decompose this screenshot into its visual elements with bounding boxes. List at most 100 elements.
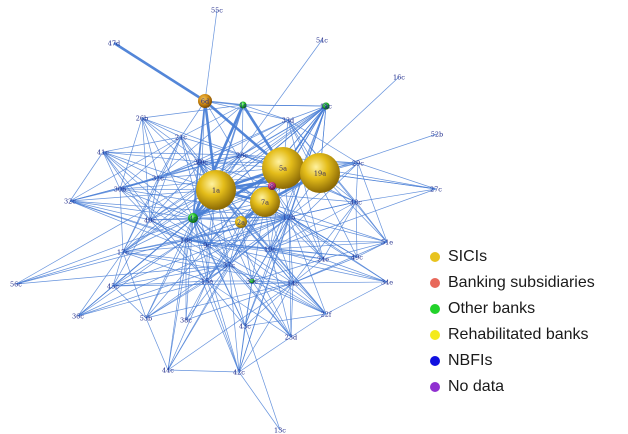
edge-24e-34e — [322, 258, 388, 283]
node-label-33d: 33d — [282, 117, 294, 125]
edge-6d-7a — [204, 100, 266, 203]
node-label-43c: 43c — [239, 323, 251, 331]
edge-14c-45c — [112, 282, 294, 287]
edge-21c-41c — [102, 136, 182, 153]
edge-15e-42c — [206, 280, 240, 373]
node-label-55c: 55c — [211, 7, 223, 15]
legend-item-sicis: SICIs — [430, 244, 595, 270]
edge-6d-20c — [201, 100, 206, 163]
edge-37c-23d — [228, 264, 292, 338]
node-label-27c: 27c — [430, 186, 442, 194]
node-label-9c: 9c — [203, 242, 211, 250]
edge-18c-17c — [122, 239, 187, 253]
edge-14c-38c — [185, 282, 294, 321]
node-label-7a: 7a — [261, 199, 269, 207]
node-label-51e: 51e — [381, 239, 393, 247]
node-label-15e: 15e — [201, 278, 213, 286]
node-8 — [268, 182, 276, 190]
edge-53b-44c — [145, 317, 169, 371]
node-label-39: 39 — [194, 159, 202, 167]
node-label-1a: 1a — [212, 187, 220, 195]
edge-14c-44c — [167, 282, 294, 371]
nbfis-dot-icon — [430, 356, 440, 366]
node-label-1c: 1c — [239, 102, 247, 110]
edge-10c-23d — [269, 248, 292, 338]
edge-44c-42c — [167, 369, 240, 373]
edge-37c-35c — [228, 264, 253, 282]
node-label-45c: 45c — [107, 283, 119, 291]
edge-15e-17c — [122, 251, 208, 282]
node-label-44c: 44c — [162, 367, 174, 375]
edge-48c-51e — [355, 201, 388, 243]
node-label-23d: 23d — [285, 334, 297, 342]
edge-37c-43c — [228, 264, 246, 327]
edge-49c-51e — [356, 241, 388, 258]
edge-37c-22f — [228, 264, 327, 315]
edge-14c-34e — [292, 281, 388, 284]
sicis-dot-icon — [430, 252, 440, 262]
edge-4c-42c — [192, 217, 240, 373]
edge-20c-33d — [201, 119, 289, 163]
edge-18c-44c — [167, 239, 187, 371]
edge-31c-33d — [157, 119, 289, 179]
edge-14c-53b — [145, 282, 294, 319]
legend-label: Other banks — [448, 300, 536, 317]
edge-1c-31c — [157, 104, 244, 179]
edge-layer — [15, 9, 438, 431]
edge-1c-28c — [241, 104, 244, 156]
network-graph: 1a 5a 19a 7a 2a 6d 8 4c 1c 3c 55c 47d 54c 16c 52b 26b 21… — [10, 7, 443, 434]
node-label-28c: 28c — [236, 152, 248, 160]
edge-41c-30b — [102, 151, 121, 190]
node-label-6d: 6d — [201, 98, 209, 106]
edge-11c-56c — [15, 105, 327, 285]
node-label-12b: 12b — [283, 214, 295, 222]
edge-15e-36c — [77, 280, 208, 317]
node-label-22f: 22f — [321, 311, 332, 319]
legend-item-nbfis: NBFIs — [430, 348, 595, 374]
banking-subsidiaries-dot-icon — [430, 278, 440, 288]
other-banks-dot-icon — [430, 304, 440, 314]
legend-item-banking-subsidiaries: Banking subsidiaries — [430, 270, 595, 296]
node-label-41c: 41c — [97, 149, 109, 157]
edge-1a-11c — [215, 105, 327, 191]
node-label-11c: 11c — [320, 103, 332, 111]
edge-2a-22f — [240, 221, 327, 315]
edge-6d-21c — [180, 100, 206, 138]
edge-23d-22f — [290, 313, 327, 338]
edge-15e-23d — [206, 280, 292, 338]
edge-12b-14c — [288, 216, 294, 284]
edge-9c-17c — [122, 244, 208, 253]
node-label-14c: 14c — [287, 280, 299, 288]
node-label-40c: 40c — [144, 217, 156, 225]
edge-2a-12b — [240, 216, 290, 223]
edge-9c-32c — [69, 200, 208, 246]
edge-7a-51e — [264, 201, 388, 243]
edge-1c-21c — [180, 104, 244, 138]
edge-40c-21c — [149, 136, 182, 221]
edge-4c-32c — [69, 200, 194, 219]
edge-17c-45c — [112, 251, 124, 287]
edge-40c-28c — [149, 154, 243, 221]
edge-37c-56c — [15, 264, 230, 285]
edge-9c-21c — [180, 136, 208, 246]
node-label-16c: 16c — [393, 74, 405, 82]
edge-14c-22f — [292, 282, 327, 315]
edge-18c-34e — [185, 239, 388, 283]
legend: SICIs Banking subsidiaries Other banks R… — [430, 244, 595, 400]
edge-18c-56c — [15, 239, 187, 285]
edge-47d-6d — [113, 41, 206, 103]
edge-21c-17c — [122, 136, 182, 253]
edge-21c-30b — [119, 136, 182, 190]
edge-9c-10c — [206, 244, 271, 250]
edge-33d-24e — [287, 119, 324, 260]
edge-4c-17c — [122, 217, 194, 253]
edge-41c-32c — [69, 151, 104, 202]
legend-label: NBFIs — [448, 352, 493, 369]
node-label-37c: 37c — [223, 262, 235, 270]
edge-10c-29c — [269, 162, 359, 250]
edge-12b-23d — [288, 216, 292, 338]
edge-15e-38c — [185, 280, 208, 321]
edge-15e-43c — [206, 280, 246, 327]
edge-48c-49c — [355, 201, 358, 258]
node-6d — [198, 94, 212, 108]
